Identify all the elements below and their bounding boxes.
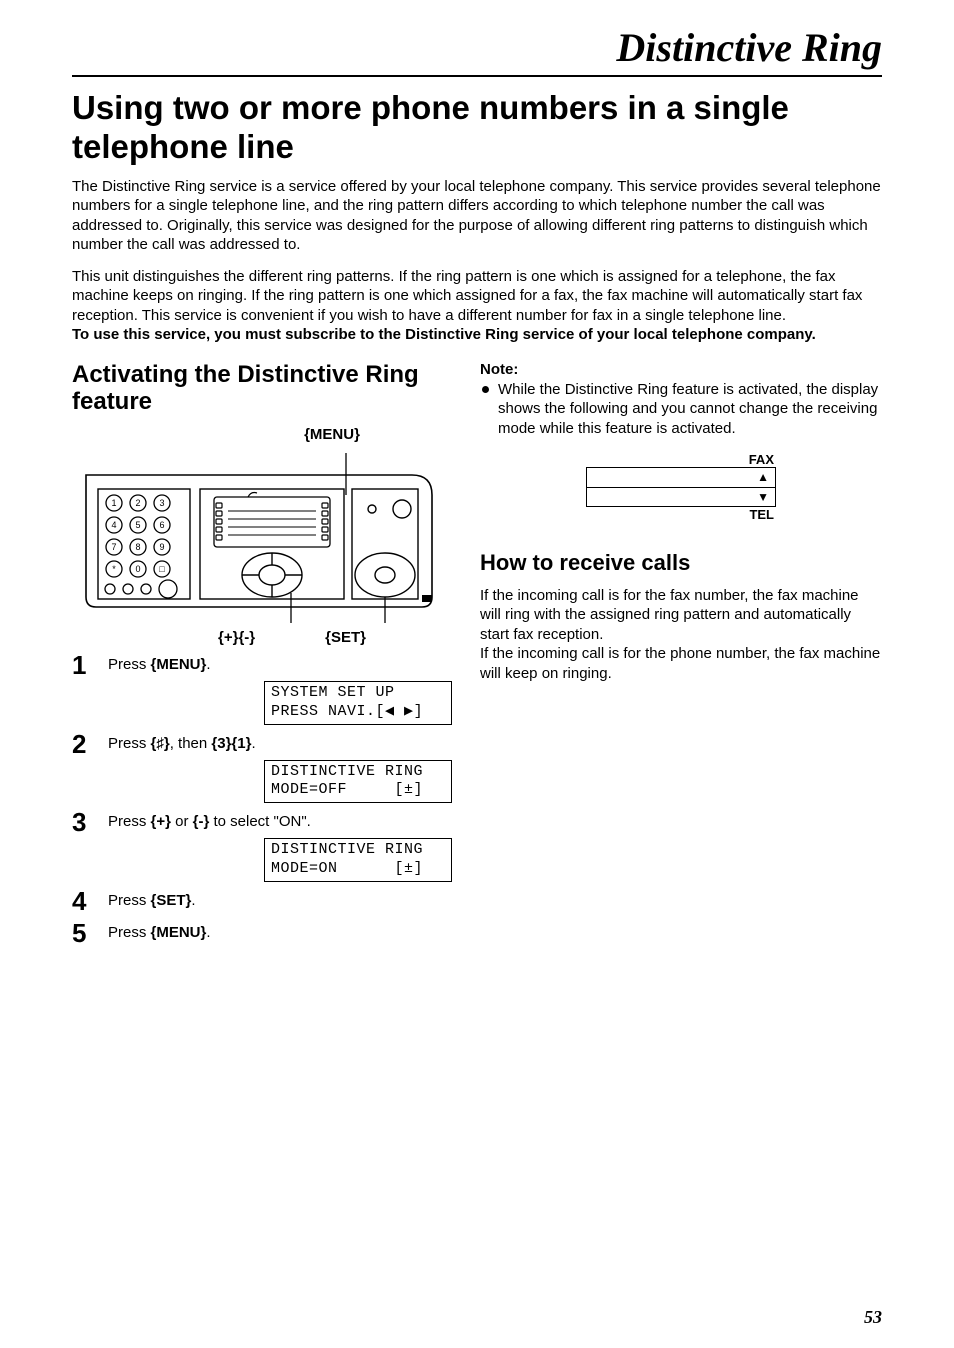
step-1: 1 Press {MENU}. SYSTEM SET UP PRESS NAVI… [72, 654, 452, 725]
step-text: Press [108, 656, 151, 673]
step-mid: , then [170, 735, 212, 752]
intro-paragraph-1: The Distinctive Ring service is a servic… [72, 177, 882, 255]
intro-block-2: This unit distinguishes the different ri… [72, 267, 882, 345]
step-suffix: . [206, 656, 210, 673]
step-text: Press [108, 735, 151, 752]
activating-heading: Activating the Distinctive Ring feature [72, 361, 452, 416]
step-2: 2 Press {♯}, then {3}{1}. DISTINCTIVE RI… [72, 733, 452, 804]
btn-menu-2: {MENU} [151, 924, 207, 941]
step-suffix: . [206, 924, 210, 941]
step-suffix: . [191, 892, 195, 909]
btn-set: {SET} [151, 892, 192, 909]
page-title: Using two or more phone numbers in a sin… [72, 89, 882, 167]
svg-text:9: 9 [159, 542, 164, 552]
receive-calls-heading: How to receive calls [480, 550, 882, 575]
arrow-down-icon: ▼ [757, 490, 769, 504]
step-3: 3 Press {+} or {-} to select "ON". DISTI… [72, 811, 452, 882]
plusminus-label: {+}{-} [218, 629, 255, 646]
set-label: {SET} [325, 629, 366, 646]
menu-label: {MENU} [212, 426, 452, 443]
step-num-2: 2 [72, 731, 94, 757]
lcd-display-1: SYSTEM SET UP PRESS NAVI.[◀ ▶] [264, 681, 452, 725]
step-suffix: to select "ON". [209, 813, 311, 830]
step-num-5: 5 [72, 920, 94, 946]
svg-text:2: 2 [135, 498, 140, 508]
right-column: Note: While the Distinctive Ring feature… [480, 361, 882, 954]
diagram-bottom-labels: {+}{-} {SET} [72, 629, 452, 646]
svg-text:*: * [112, 564, 116, 574]
step-text: Press [108, 813, 151, 830]
step-num-4: 4 [72, 888, 94, 914]
svg-text:6: 6 [159, 520, 164, 530]
faxtel-display: FAX ▲ ▼ TEL [480, 452, 882, 522]
btn-plus: {+} [151, 813, 171, 830]
receive-para-2: If the incoming call is for the phone nu… [480, 644, 882, 683]
svg-text:7: 7 [111, 542, 116, 552]
svg-text:1: 1 [111, 498, 116, 508]
note-heading: Note: [480, 361, 882, 378]
lcd-display-2: DISTINCTIVE RING MODE=OFF [±] [264, 760, 452, 804]
section-header: Distinctive Ring [72, 24, 882, 71]
svg-text:3: 3 [159, 498, 164, 508]
btn-minus: {-} [193, 813, 210, 830]
svg-text:5: 5 [135, 520, 140, 530]
svg-text:□: □ [159, 564, 165, 574]
svg-text:0: 0 [135, 564, 140, 574]
step-num-3: 3 [72, 809, 94, 835]
note-bullet: While the Distinctive Ring feature is ac… [480, 380, 882, 439]
left-column: Activating the Distinctive Ring feature … [72, 361, 452, 954]
btn-hash: {♯} [151, 735, 170, 752]
intro-paragraph-2: This unit distinguishes the different ri… [72, 268, 862, 324]
page-number: 53 [864, 1307, 882, 1328]
svg-text:8: 8 [135, 542, 140, 552]
arrow-up-icon: ▲ [757, 470, 769, 484]
faxtel-box: ▲ ▼ [586, 467, 776, 507]
step-mid: or [171, 813, 193, 830]
svg-text:4: 4 [111, 520, 116, 530]
btn-menu: {MENU} [151, 656, 207, 673]
tel-label: TEL [586, 507, 776, 522]
step-num-1: 1 [72, 652, 94, 678]
lcd-display-3: DISTINCTIVE RING MODE=ON [±] [264, 838, 452, 882]
divider [72, 75, 882, 77]
fax-label: FAX [586, 452, 776, 467]
subscribe-note: To use this service, you must subscribe … [72, 326, 816, 343]
btn-31: {3}{1} [211, 735, 251, 752]
step-4: 4 Press {SET}. [72, 890, 452, 914]
device-diagram: {MENU} 1 2 3 4 5 6 7 8 9 * 0 □ [72, 426, 452, 646]
step-text: Press [108, 892, 151, 909]
receive-para-1: If the incoming call is for the fax numb… [480, 586, 882, 645]
step-5: 5 Press {MENU}. [72, 922, 452, 946]
step-text: Press [108, 924, 151, 941]
step-suffix: . [251, 735, 255, 752]
fax-device-illustration: 1 2 3 4 5 6 7 8 9 * 0 □ [72, 447, 442, 627]
